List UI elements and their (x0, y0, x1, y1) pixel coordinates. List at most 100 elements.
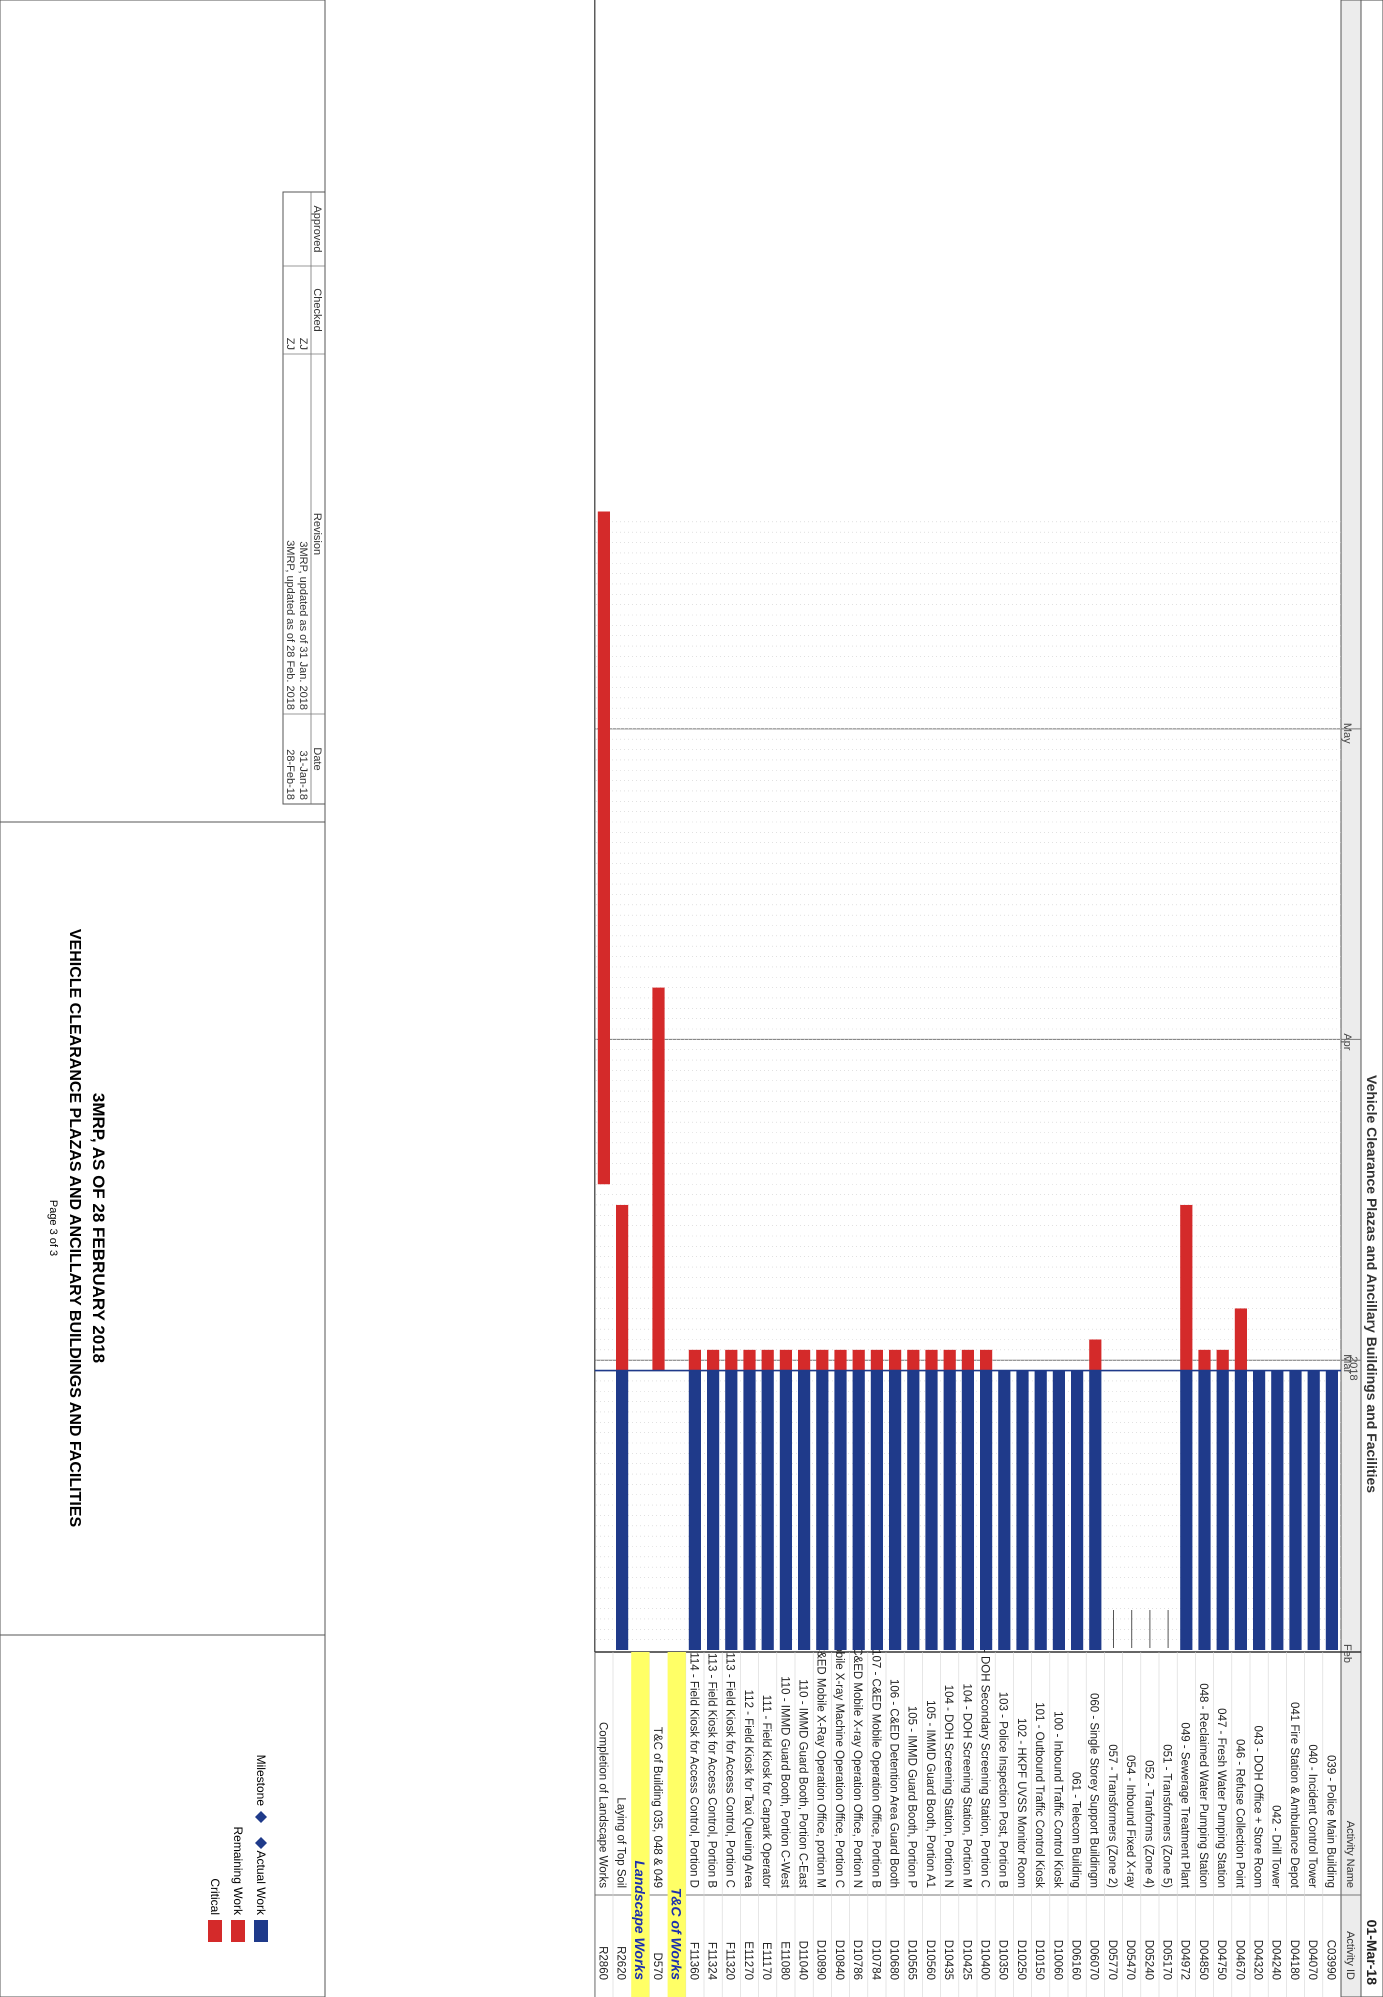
activity-id: D10560 (924, 1940, 936, 1980)
activity-id: D05470 (1124, 1940, 1136, 1980)
activity-name: 043 - DOH Office + Store Room (1252, 1726, 1264, 1888)
timescale-month-apr: Apr (1341, 1033, 1353, 1050)
activity-id: D11040 (797, 1941, 809, 1980)
actual-work-bar (961, 1370, 974, 1651)
remaining-work-bar (889, 1349, 902, 1371)
remaining-work-bar (761, 1349, 774, 1371)
activity-name: 113 - Field Kiosk for Access Control, Po… (724, 1652, 736, 1888)
actual-work-bar (1071, 1370, 1084, 1651)
timescale-year: 2018 (1347, 1356, 1359, 1380)
actual-work-bar (816, 1370, 829, 1651)
legend-actual-label: Actual Work (254, 1851, 268, 1916)
activity-id: D04750 (1215, 1940, 1227, 1980)
remaining-work-bar (798, 1349, 811, 1371)
activity-id: D04070 (1306, 1940, 1318, 1980)
activity-name: 111 - Field Kiosk for Carpark Operator (760, 1695, 772, 1888)
activity-name: 105 - IMMD Guard Booth, Portion A1 (924, 1700, 936, 1888)
footer-report-subtitle: VEHICLE CLEARANCE PLAZAS AND ANCILLARY B… (66, 929, 83, 1528)
remaining-work-bar (961, 1349, 974, 1371)
activity-name: 110 - IMMD Guard Booth, Portion C-West (778, 1676, 790, 1889)
actual-work-bar (1052, 1370, 1065, 1651)
activity-id: C03990 (1324, 1940, 1336, 1980)
column-header-activity-name: Activity Name (1344, 1821, 1356, 1888)
activity-id: D10250 (1015, 1940, 1027, 1980)
activity-id: D10890 (815, 1940, 827, 1980)
revision-cell: ZJ (297, 338, 309, 350)
activity-id: R2620 (615, 1946, 627, 1980)
remaining-work-bar (834, 1349, 847, 1371)
actual-work-bar (925, 1370, 938, 1651)
activity-name: Laying of Top Soil (615, 1797, 627, 1888)
activity-name: 048 - Reclaimed Water Pumping Station (1197, 1683, 1209, 1888)
activity-name: 105 - IMMD Guard Booth, Portion P (906, 1706, 918, 1888)
remaining-work-bar (852, 1349, 865, 1371)
section-title: T&C of Works (669, 1888, 685, 1981)
activity-name: 051 - Transformers (Zone 5) (1161, 1744, 1173, 1888)
activity-id: D10350 (997, 1940, 1009, 1980)
activity-id: D10565 (906, 1940, 918, 1980)
remaining-work-bar (816, 1349, 829, 1371)
activity-id: D04240 (1270, 1940, 1282, 1980)
timescale-month-may: May (1341, 723, 1353, 744)
revision-cell: 31-Jan-18 (297, 750, 309, 800)
activity-id: D10840 (833, 1940, 845, 1980)
actual-work-bar (707, 1370, 720, 1651)
actual-work-bar (1180, 1370, 1193, 1651)
actual-work-bar (1252, 1370, 1266, 1651)
chart-title: Vehicle Clearance Plazas and Ancillary B… (1364, 1075, 1380, 1493)
activity-name: 113 - Field Kiosk for Access Control, Po… (706, 1653, 718, 1888)
activity-name: 104 - DOH Secondary Screening Station, P… (979, 1627, 991, 1888)
actual-work-bar (779, 1370, 792, 1651)
remaining-work-bar (597, 511, 610, 1185)
legend-actual-swatch (254, 1920, 268, 1942)
actual-work-bar (725, 1370, 738, 1651)
activity-id: D10150 (1033, 1940, 1045, 1980)
actual-work-bar (1016, 1370, 1029, 1651)
activity-name: 039 - Police Main Building (1324, 1755, 1336, 1888)
activity-name: 054 - Inbound Fixed X-ray (1124, 1755, 1136, 1888)
activity-id: E11080 (778, 1941, 790, 1980)
legend-remaining-label: Remaining Work (231, 1827, 245, 1916)
actual-work-bar (1289, 1370, 1302, 1651)
remaining-work-bar (1216, 1349, 1229, 1371)
remaining-work-bar (870, 1349, 883, 1371)
revision-table: Date Revision Checked Approved 31-Jan-18 3MRP… (282, 191, 326, 805)
legend-milestone-label: Milestone (254, 1755, 268, 1807)
activity-name: 114 - Field Kiosk for Access Control, Po… (687, 1652, 699, 1888)
revision-header-cell: Date (311, 747, 323, 770)
footer-report-title: 3MRP, AS OF 28 FEBRUARY 2018 (89, 1093, 108, 1363)
revision-header-cell: Approved (311, 205, 323, 252)
revision-cell: ZJ (284, 338, 296, 350)
activity-id: E11170 (760, 1942, 772, 1980)
activity-name: T&C of Building 035, 048 & 049 (651, 1727, 663, 1888)
activity-id: E11270 (742, 1941, 754, 1980)
activity-id: F11324 (706, 1942, 718, 1981)
remaining-work-bar (907, 1349, 920, 1371)
section-band (667, 1652, 686, 1997)
activity-id: D05170 (1161, 1940, 1173, 1980)
timescale-month-feb: Feb (1341, 1644, 1353, 1663)
activity-id: D570 (651, 1953, 663, 1981)
remaining-work-bar (925, 1349, 938, 1371)
remaining-work-bar (725, 1349, 738, 1371)
actual-work-bar (1034, 1370, 1047, 1651)
activity-name: 112 - Field Kiosk for Taxi Queuing Area (742, 1690, 754, 1889)
activity-id: F11360 (687, 1942, 699, 1980)
activity-name: 104 - DOH Screening Station, Portion N (942, 1685, 954, 1888)
activity-name: 061 - Telecom Building (1070, 1772, 1082, 1888)
activity-id: R2860 (596, 1946, 608, 1980)
actual-work-bar (907, 1370, 920, 1651)
activity-id: D10786 (851, 1940, 863, 1980)
activity-name: 041 Fire Station & Ambulance Depot (1288, 1702, 1300, 1889)
actual-work-bar (1089, 1370, 1102, 1651)
activity-id: D10680 (888, 1940, 900, 1980)
activity-id: D06070 (1088, 1940, 1100, 1980)
actual-work-bar (889, 1370, 902, 1651)
activity-name: 047 - Fresh Water Pumping Station (1215, 1708, 1227, 1888)
activity-id: D04180 (1288, 1940, 1300, 1980)
remaining-work-bar (688, 1349, 701, 1371)
activity-id: F11320 (724, 1942, 736, 1980)
actual-work-bar (616, 1370, 629, 1651)
actual-work-bar (852, 1370, 865, 1651)
